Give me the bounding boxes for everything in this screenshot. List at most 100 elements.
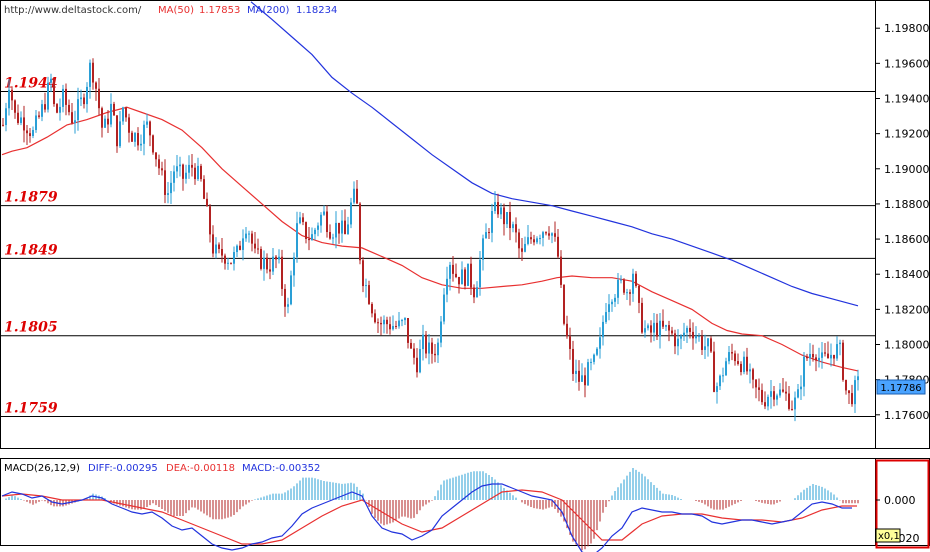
candle-bull (197, 165, 199, 180)
candle-bear (155, 152, 157, 160)
candle-bull (134, 133, 136, 142)
ma200-line (250, 1, 859, 307)
candle-bull (728, 352, 730, 362)
candle-bear (17, 112, 19, 123)
candle-bull (611, 301, 613, 305)
candle-bull (617, 279, 619, 298)
candle-bull (626, 292, 628, 294)
candle-bear (359, 203, 361, 261)
main-plot-frame (0, 0, 876, 449)
candle-bull (485, 232, 487, 239)
candle-bear (734, 353, 736, 362)
candle-bull (419, 349, 421, 373)
candle-bear (815, 357, 817, 361)
candle-bull (62, 88, 64, 107)
candle-bull (551, 233, 553, 236)
candle-bull (659, 320, 661, 337)
level-label: 1.1944 (4, 75, 58, 91)
candle-bear (638, 286, 640, 303)
price-tick-label: 1.18000 (884, 339, 930, 352)
candle-bear (395, 326, 397, 328)
candle-bear (434, 353, 436, 356)
candle-bear (131, 132, 133, 142)
candle-bear (530, 237, 532, 240)
candle-bull (524, 243, 526, 252)
candle-bull (461, 269, 463, 285)
candle-bull (35, 115, 37, 131)
candle-bull (278, 256, 280, 260)
candle-bear (650, 325, 652, 333)
candle-bear (572, 348, 574, 374)
candle-bear (11, 89, 13, 101)
candle-bull (146, 121, 148, 125)
candle-bear (230, 262, 232, 264)
candle-bear (431, 342, 433, 354)
candle-bull (122, 107, 124, 122)
candle-bull (263, 257, 265, 269)
candle-bear (842, 342, 844, 380)
price-tick-label: 1.18800 (884, 198, 930, 211)
candle-bear (758, 387, 760, 390)
candle-bear (788, 393, 790, 409)
price-axis-ticks: 1.19800 1.19600 1.19400 1.19200 1.19000 1.188… (876, 22, 930, 422)
candle-bear (266, 257, 268, 270)
candle-bull (353, 188, 355, 203)
candle-bull (179, 164, 181, 167)
macd-value-label: MACD:-0.00352 (242, 463, 320, 474)
candle-bull (836, 344, 838, 359)
candle-bear (533, 239, 535, 243)
candle-bear (308, 238, 310, 241)
candle-bear (251, 233, 253, 244)
candle-bull (593, 354, 595, 362)
candle-bear (785, 391, 787, 394)
candle-bull (119, 121, 121, 147)
candle-bull (110, 103, 112, 125)
candle-bear (470, 263, 472, 288)
candle-bear (623, 279, 625, 293)
candle-bull (830, 354, 832, 359)
candle-bear (239, 245, 241, 250)
candle-bear (752, 369, 754, 380)
price-tick-label: 1.19000 (884, 163, 930, 176)
candle-bear (68, 104, 70, 113)
current-price-box (876, 379, 926, 395)
candle-bull (677, 338, 679, 347)
candle-bull (317, 225, 319, 230)
candle-bull (686, 327, 688, 333)
candle-bear (515, 224, 517, 233)
candle-bear (584, 375, 586, 386)
candle-bull (347, 224, 349, 235)
candle-bear (164, 170, 166, 195)
candle-bear (38, 115, 40, 117)
candle-bull (680, 335, 682, 339)
macd-dea-label: DEA:-0.00118 (166, 463, 235, 474)
candle-bull (332, 237, 334, 239)
candle-bear (812, 353, 814, 358)
candle-bear (218, 244, 220, 249)
candle-bull (236, 245, 238, 253)
candle-bear (503, 207, 505, 225)
candle-bear (269, 269, 271, 272)
candle-bull (779, 389, 781, 396)
candle-bear (182, 164, 184, 179)
candle-bull (170, 182, 172, 194)
macd-plot-frame (0, 458, 876, 546)
candle-bear (635, 273, 637, 287)
candle-bear (761, 389, 763, 403)
candle-bear (374, 313, 376, 323)
candle-bull (539, 237, 541, 239)
candle-bull (176, 166, 178, 172)
candle-bear (455, 273, 457, 277)
candle-bull (719, 375, 721, 387)
candle-bull (104, 118, 106, 128)
candle-bear (548, 233, 550, 236)
candle-bull (20, 117, 22, 123)
source-url: http://www.deltastock.com/ (4, 5, 142, 16)
candle-bull (188, 164, 190, 173)
candle-bear (95, 82, 97, 89)
candle-bear (410, 342, 412, 349)
candle-bear (710, 338, 712, 352)
candle-bear (656, 322, 658, 337)
candle-bull (404, 318, 406, 321)
candle-bull (140, 143, 142, 146)
